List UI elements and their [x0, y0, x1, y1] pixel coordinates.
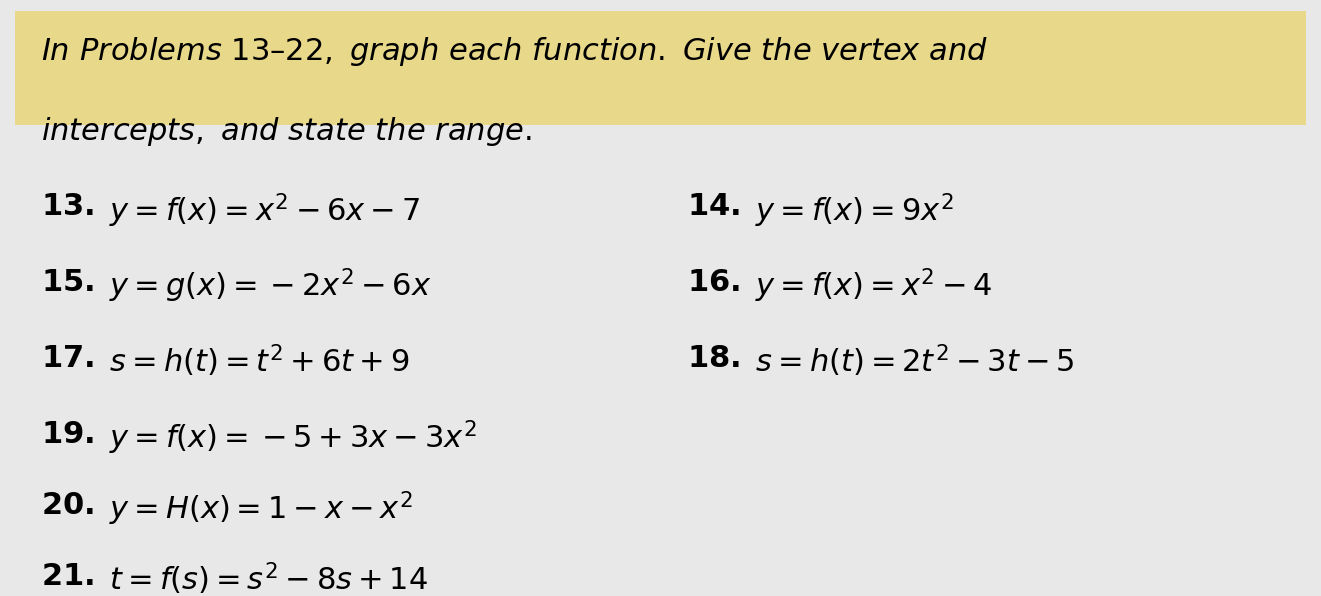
Text: $y = f(x) = x^2 - 4$: $y = f(x) = x^2 - 4$ [746, 267, 992, 305]
FancyBboxPatch shape [15, 11, 1306, 125]
Text: $\mathbf{19.\,}$: $\mathbf{19.\,}$ [41, 418, 94, 449]
Text: $\mathbf{20.\,}$: $\mathbf{20.\,}$ [41, 490, 94, 521]
Text: $s = h(t) = t^2 + 6t + 9$: $s = h(t) = t^2 + 6t + 9$ [100, 343, 410, 379]
Text: $\it{intercepts,\ and\ state\ the\ range.}$: $\it{intercepts,\ and\ state\ the\ range… [41, 115, 532, 148]
Text: $\mathbf{17.\,}$: $\mathbf{17.\,}$ [41, 343, 94, 374]
Text: $y = g(x) = -2x^2 - 6x$: $y = g(x) = -2x^2 - 6x$ [100, 267, 432, 305]
Text: $\mathbf{18.\,}$: $\mathbf{18.\,}$ [687, 343, 740, 374]
Text: $y = f(x) = x^2 - 6x - 7$: $y = f(x) = x^2 - 6x - 7$ [100, 191, 420, 229]
Text: $y = f(x) = -5 + 3x - 3x^2$: $y = f(x) = -5 + 3x - 3x^2$ [100, 418, 477, 457]
Text: $y = H(x) = 1 - x - x^2$: $y = H(x) = 1 - x - x^2$ [100, 490, 413, 528]
Text: $y = f(x) = 9x^2$: $y = f(x) = 9x^2$ [746, 191, 954, 229]
Text: $\mathbf{21.\,}$: $\mathbf{21.\,}$ [41, 561, 94, 592]
Text: $t = f(s) = s^2 - 8s + 14$: $t = f(s) = s^2 - 8s + 14$ [100, 561, 428, 596]
Text: $s = h(t) = 2t^2 - 3t - 5$: $s = h(t) = 2t^2 - 3t - 5$ [746, 343, 1074, 379]
Text: $\it{In\ Problems\ 13}$$\mathbf{–}$$\it{22,\ graph\ each\ function.\ Give\ the\ : $\it{In\ Problems\ 13}$$\mathbf{–}$$\it{… [41, 35, 988, 67]
Text: $\mathbf{16.\,}$: $\mathbf{16.\,}$ [687, 267, 740, 298]
Text: $\mathbf{13.\,}$: $\mathbf{13.\,}$ [41, 191, 94, 222]
Text: $\mathbf{14.\,}$: $\mathbf{14.\,}$ [687, 191, 740, 222]
Text: $\mathbf{15.\,}$: $\mathbf{15.\,}$ [41, 267, 94, 298]
